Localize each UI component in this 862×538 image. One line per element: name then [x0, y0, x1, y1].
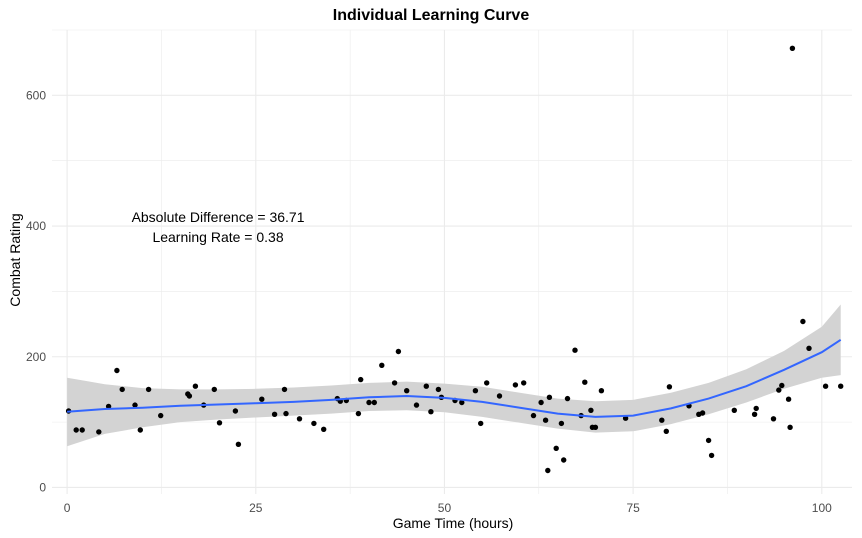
x-tick-label: 100 — [812, 501, 832, 515]
data-point — [423, 383, 429, 389]
data-point — [132, 402, 138, 408]
data-point — [232, 408, 239, 414]
data-point — [708, 452, 715, 459]
data-point — [211, 386, 217, 393]
data-point — [366, 399, 372, 406]
grid-major — [52, 30, 852, 494]
data-point — [186, 393, 193, 399]
data-point — [659, 417, 665, 423]
data-point — [588, 407, 594, 413]
data-point — [395, 348, 402, 355]
annotation-absolute-difference: Absolute Difference = 36.71 — [132, 209, 305, 225]
data-point — [789, 45, 796, 51]
data-point — [478, 420, 484, 427]
data-point — [96, 429, 102, 435]
data-point — [459, 399, 465, 406]
grid-minor — [52, 29, 852, 494]
x-tick-label: 75 — [626, 501, 640, 515]
data-point — [542, 417, 549, 423]
y-tick-label: 200 — [26, 350, 46, 364]
data-point — [753, 405, 759, 412]
y-tick-label: 0 — [39, 480, 46, 494]
data-point — [216, 420, 223, 426]
data-point — [582, 379, 588, 385]
data-point — [838, 383, 844, 389]
data-point — [428, 409, 434, 415]
x-axis-title: Game Time (hours) — [393, 515, 514, 531]
x-tick-label: 0 — [64, 501, 71, 515]
data-point — [79, 427, 85, 433]
data-point — [484, 380, 490, 386]
data-point — [311, 420, 317, 427]
y-tick-label: 400 — [26, 219, 46, 233]
data-point — [371, 399, 377, 406]
data-point — [592, 424, 599, 430]
data-point — [235, 441, 242, 447]
data-point — [472, 388, 479, 394]
data-point — [787, 424, 793, 430]
data-points — [65, 45, 844, 474]
data-point — [785, 396, 792, 402]
data-point — [271, 411, 278, 417]
data-point — [145, 386, 152, 393]
y-tick-labels: 0 200 400 600 — [26, 88, 46, 494]
data-point — [530, 412, 537, 419]
data-point — [751, 411, 758, 417]
data-point — [822, 383, 829, 389]
y-axis-title: Combat Rating — [7, 213, 23, 306]
x-tick-label: 50 — [438, 501, 452, 515]
data-point — [281, 386, 288, 393]
data-point — [598, 388, 605, 394]
data-point — [545, 467, 551, 474]
data-point — [114, 367, 120, 374]
data-point — [283, 410, 289, 417]
data-point — [73, 427, 79, 433]
data-point — [435, 386, 442, 393]
data-point — [119, 386, 125, 393]
data-point — [572, 347, 578, 353]
data-point — [379, 362, 385, 368]
smooth-line — [67, 338, 842, 418]
data-point — [137, 427, 143, 433]
data-point — [259, 396, 265, 402]
x-tick-labels: 0 25 50 75 100 — [64, 501, 832, 515]
data-point — [512, 382, 519, 388]
data-point — [779, 382, 785, 389]
data-point — [538, 399, 544, 406]
data-point — [105, 403, 112, 410]
data-point — [705, 437, 712, 444]
data-point — [666, 384, 673, 390]
data-point — [564, 395, 571, 402]
data-point — [731, 407, 737, 413]
confidence-ribbon — [67, 304, 841, 447]
data-point — [296, 416, 303, 422]
data-point — [358, 376, 364, 383]
data-point — [699, 410, 706, 416]
data-point — [800, 318, 806, 325]
data-point — [806, 345, 812, 351]
y-tick-label: 600 — [26, 88, 46, 102]
data-point — [558, 420, 565, 427]
data-point — [391, 380, 398, 386]
data-point — [158, 412, 164, 419]
data-point — [770, 416, 777, 422]
data-point — [404, 388, 410, 394]
data-point — [561, 457, 567, 463]
chart-title: Individual Learning Curve — [333, 7, 530, 24]
data-point — [321, 426, 327, 432]
data-point — [496, 393, 503, 399]
data-point — [776, 387, 782, 393]
data-point — [663, 428, 669, 434]
data-point — [413, 402, 420, 408]
data-point — [521, 380, 527, 386]
data-point — [546, 394, 553, 400]
data-point — [553, 445, 559, 451]
annotation-learning-rate: Learning Rate = 0.38 — [152, 229, 283, 245]
data-point — [355, 410, 362, 417]
x-tick-label: 25 — [249, 501, 263, 515]
data-point — [192, 383, 199, 389]
